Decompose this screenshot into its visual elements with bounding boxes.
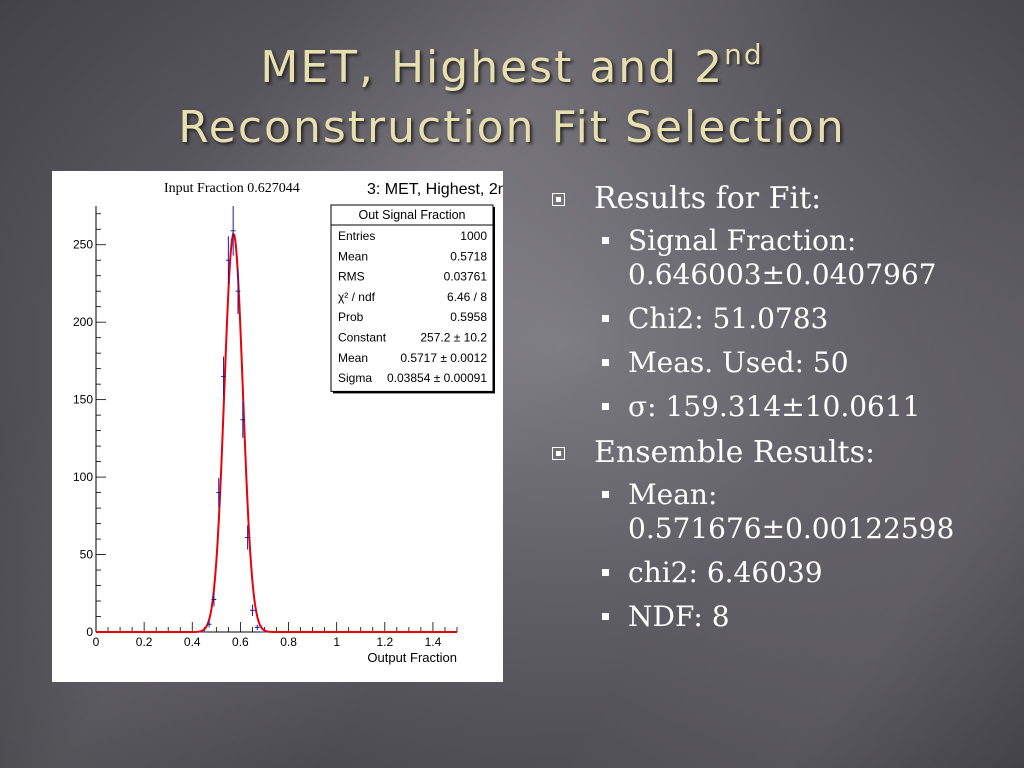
histogram-bin — [250, 604, 255, 617]
x-tick-label: 0.2 — [136, 635, 153, 649]
stats-row-label: Mean — [338, 351, 368, 365]
bullet-icon — [602, 569, 609, 576]
bullet-icon — [602, 315, 609, 322]
x-tick-label: 1 — [333, 635, 340, 649]
list-item: chi2: 6.46039 — [548, 556, 1008, 590]
bullet-icon — [602, 613, 609, 620]
x-tick-label: 0 — [93, 635, 100, 649]
bullet-icon — [602, 403, 609, 410]
y-tick-label: 100 — [73, 470, 93, 484]
histogram-chart: Input Fraction 0.627044 3: MET, Highest,… — [73, 181, 516, 665]
stats-row-label: Mean — [338, 249, 368, 263]
stats-row-value: 6.46 / 8 — [447, 290, 487, 304]
y-tick-label: 150 — [73, 393, 93, 407]
stats-box: Out Signal Fraction Entries 1000 Mean 0.5718… — [330, 204, 495, 394]
square-bullet-icon — [552, 193, 565, 206]
chart-annotation: Input Fraction 0.627044 — [164, 181, 300, 196]
histogram-bin — [211, 592, 217, 607]
histogram-bin — [221, 356, 226, 397]
y-tick-label: 200 — [73, 315, 93, 329]
results-list: Results for Fit: Signal Fraction: 0.64600… — [548, 180, 1008, 644]
histogram-bin — [230, 206, 236, 256]
stats-row-label: Sigma — [338, 371, 372, 385]
stats-row-label: RMS — [338, 270, 365, 284]
chart-panel: Input Fraction 0.627044 3: MET, Highest,… — [52, 171, 516, 682]
histogram-bin — [216, 477, 222, 508]
slide-title-line2: Reconstruction Fit Selection — [178, 102, 846, 153]
x-tick-label: 0.6 — [232, 635, 249, 649]
histogram-bin — [206, 621, 212, 628]
histogram-bin — [245, 525, 251, 550]
stats-row-value: 1000 — [460, 229, 487, 243]
list-item: σ: 159.314±10.0611 — [548, 390, 1008, 424]
list-item: Meas. Used: 50 — [548, 346, 1008, 380]
chart-marks — [96, 206, 457, 633]
stats-row-value: 0.03854 ± 0.00091 — [387, 371, 487, 385]
ensemble-results-header: Ensemble Results: — [548, 434, 1008, 472]
stats-row-value: 0.03761 — [444, 270, 488, 284]
stats-box-frame — [330, 204, 494, 392]
chart-axes: 0 0.2 0.4 0.6 0.8 1 1.2 1.4 0 50 100 150 200 250 — [73, 206, 458, 649]
slide-title-line1: MET, Highest and 2nd — [260, 38, 764, 93]
stats-row-label: Constant — [338, 331, 387, 345]
histogram-bin — [254, 624, 260, 630]
y-tick-label: 0 — [86, 625, 93, 639]
histogram-bin — [240, 401, 246, 438]
stats-row-value: 0.5958 — [450, 310, 487, 324]
bullet-icon — [602, 359, 609, 366]
bullet-icon — [602, 237, 609, 244]
title-superscript: nd — [724, 38, 764, 71]
x-tick-label: 0.8 — [280, 635, 297, 649]
list-item: NDF: 8 — [548, 600, 1008, 634]
fit-results-header: Results for Fit: — [548, 180, 1008, 218]
list-item: Mean: 0.571676±0.00122598 — [548, 478, 1008, 546]
stats-row-label: Prob — [338, 310, 364, 324]
stats-row-value: 0.5718 — [450, 249, 487, 263]
chart-title: 3: MET, Highest, 2nd — [367, 181, 503, 198]
histogram-bin — [225, 236, 231, 285]
x-tick-label: 1.2 — [376, 635, 393, 649]
x-axis-label: Output Fraction — [367, 650, 457, 665]
x-tick-label: 0.4 — [184, 635, 201, 649]
y-tick-label: 50 — [80, 548, 94, 562]
bullet-icon — [602, 491, 609, 498]
stats-row-value: 0.5717 ± 0.0012 — [400, 351, 487, 365]
list-item: Chi2: 51.0783 — [548, 302, 1008, 336]
x-tick-label: 1.4 — [425, 635, 442, 649]
stats-row-label: Entries — [338, 229, 375, 243]
square-bullet-icon — [552, 447, 565, 460]
fit-curve — [96, 232, 457, 633]
y-tick-label: 250 — [73, 238, 93, 252]
stats-row-label: χ² / ndf — [338, 290, 376, 304]
list-item: Signal Fraction: 0.646003±0.0407967 — [548, 224, 1008, 292]
stats-box-title: Out Signal Fraction — [359, 208, 466, 222]
stats-row-value: 257.2 ± 10.2 — [420, 331, 487, 345]
histogram-bin — [235, 268, 241, 315]
